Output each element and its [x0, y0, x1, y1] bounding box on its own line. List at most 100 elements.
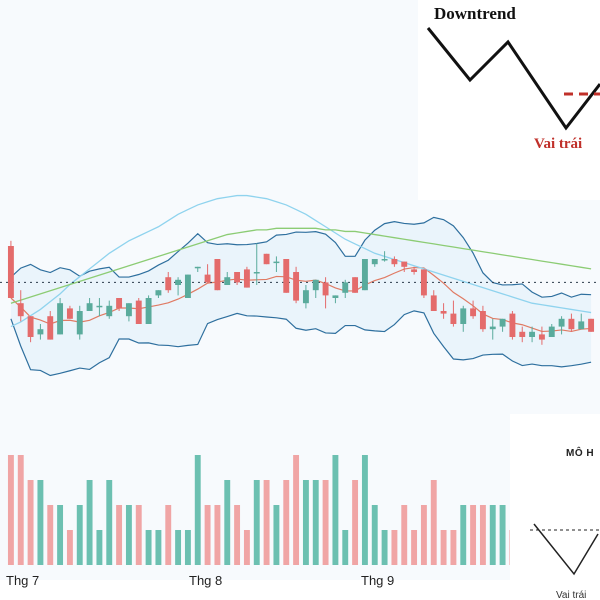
candle-body: [499, 318, 506, 327]
volume-bar: [499, 505, 506, 565]
candle-body: [165, 277, 172, 291]
candle-body: [106, 305, 113, 317]
candle-body: [243, 269, 250, 288]
candle-body: [401, 261, 408, 267]
volume-bar: [234, 505, 241, 565]
volume-bar: [37, 480, 44, 565]
candle-body: [558, 318, 565, 327]
volume-bar: [204, 505, 211, 565]
x-tick-thg8: Thg 8: [189, 573, 223, 588]
candle-body: [371, 259, 378, 265]
candle-body: [361, 259, 368, 291]
volume-bar: [391, 530, 398, 565]
candle-body: [470, 308, 477, 317]
volume-bar: [470, 505, 477, 565]
volume-bar: [7, 455, 14, 565]
downtrend-inset: Downtrend Vai trái: [418, 0, 600, 200]
volume-bar: [420, 505, 427, 565]
candle-body: [66, 308, 73, 319]
candle-body: [381, 259, 388, 261]
volume-bar: [361, 455, 368, 565]
pattern-diagram: [530, 523, 600, 576]
candle-body: [411, 269, 418, 272]
volume-bar: [332, 455, 339, 565]
candle-body: [578, 321, 585, 330]
candle-body: [116, 298, 123, 309]
volume-bar: [224, 480, 231, 565]
candle-body: [37, 329, 44, 335]
volume-bar: [489, 505, 496, 565]
candle-body: [460, 308, 467, 324]
volume-bar: [47, 505, 54, 565]
volume-bar: [253, 480, 260, 565]
candle-body: [27, 316, 34, 337]
pattern-shape: [533, 523, 599, 576]
candle-body: [125, 303, 132, 317]
volume-bar: [283, 480, 290, 565]
volume-bar: [17, 455, 24, 565]
downtrend-line: [426, 27, 600, 131]
volume-bar: [145, 530, 152, 565]
volume-bar: [194, 455, 201, 565]
candle-body: [234, 272, 241, 283]
left-shoulder-label: Vai trái: [534, 136, 583, 152]
candle-body: [214, 259, 221, 291]
volume-bar: [401, 505, 408, 565]
volume-bar: [293, 455, 300, 565]
volume-bar: [430, 480, 437, 565]
candle-body: [17, 303, 24, 317]
moving-average-2: [10, 227, 592, 304]
volume-bar: [440, 530, 447, 565]
x-tick-thg9: Thg 9: [361, 573, 395, 588]
moving-average-1: [10, 194, 592, 328]
candle-body: [420, 269, 427, 296]
inset-title: Downtrend: [434, 4, 516, 23]
volume-bar: [125, 505, 132, 565]
volume-bar: [155, 530, 162, 565]
candle-body: [519, 331, 526, 337]
volume-bar: [66, 530, 73, 565]
volume-bar: [86, 480, 93, 565]
candle-body: [568, 318, 575, 330]
candle-body: [450, 313, 457, 324]
candle-body: [283, 259, 290, 293]
volume-bar: [165, 505, 172, 565]
volume-bar: [214, 505, 221, 565]
bollinger-upper-line: [10, 216, 592, 298]
pattern-inset-title: MÔ H: [566, 448, 595, 459]
volume-bar: [302, 480, 309, 565]
volume-bar: [243, 530, 250, 565]
downtrend-diagram: [426, 27, 600, 131]
candle-body: [263, 253, 270, 265]
volume-bar: [411, 530, 418, 565]
candle-body: [96, 305, 103, 308]
pattern-inset-label: Vai trái: [556, 590, 587, 600]
candle-body: [47, 316, 54, 340]
candle-body: [529, 331, 536, 337]
volume-bar: [184, 530, 191, 565]
candle-body: [509, 313, 516, 337]
candle-body: [588, 318, 595, 332]
candle-body: [224, 277, 231, 285]
candle-body: [440, 311, 447, 314]
candle-body: [342, 282, 349, 293]
volume-bar: [450, 530, 457, 565]
candle-body: [479, 311, 486, 330]
volume-bar: [479, 505, 486, 565]
volume-bar: [352, 480, 359, 565]
candle-body: [391, 259, 398, 265]
candle-body: [184, 274, 191, 298]
candle-body: [86, 303, 93, 311]
volume-bar: [263, 480, 270, 565]
candle-body: [135, 300, 142, 324]
volume-bar: [175, 530, 182, 565]
volume-bar: [273, 505, 280, 565]
volume-bar: [460, 505, 467, 565]
candle-body: [322, 282, 329, 296]
volume-bar: [57, 505, 64, 565]
candle-body: [57, 303, 64, 335]
bollinger-band-fill: [10, 217, 592, 376]
candle-body: [194, 266, 201, 269]
pattern-inset: MÔ H Vai trái: [510, 414, 600, 600]
